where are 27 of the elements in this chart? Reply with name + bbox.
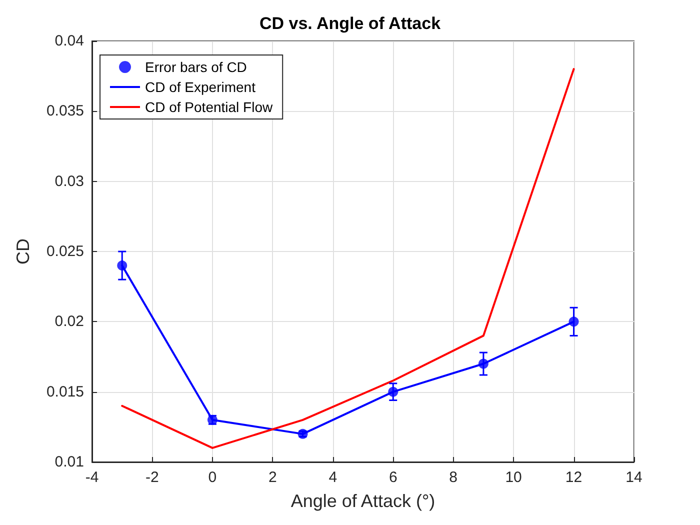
point bbox=[568, 316, 579, 327]
x-tick-label: 12 bbox=[565, 469, 582, 486]
y-tick-label: 0.03 bbox=[54, 172, 84, 190]
y-axis-title: CD bbox=[13, 238, 33, 264]
point bbox=[388, 386, 398, 397]
x-tick-label: 0 bbox=[208, 469, 217, 486]
point bbox=[478, 358, 488, 369]
chart-title: CD vs. Angle of Attack bbox=[259, 14, 442, 33]
y-tick-label: 0.035 bbox=[46, 102, 84, 120]
y-tick-label: 0.015 bbox=[46, 383, 84, 400]
legend-label: Error bars of CD bbox=[145, 59, 247, 75]
y-tick-label: 0.01 bbox=[54, 454, 84, 470]
x-tick-label: 2 bbox=[268, 469, 277, 486]
x-axis-title: Angle of Attack (°) bbox=[290, 491, 436, 511]
y-tick-label: 0.04 bbox=[54, 32, 84, 50]
y-tick-label: 0.025 bbox=[46, 243, 84, 260]
x-tick-label: -2 bbox=[146, 469, 159, 486]
x-tick-label: 10 bbox=[505, 469, 522, 486]
legend-label: CD of Potential Flow bbox=[145, 99, 274, 115]
x-tick-label: 4 bbox=[328, 469, 338, 486]
legend-label: CD of Experiment bbox=[145, 79, 256, 95]
x-tick-label: 14 bbox=[626, 469, 642, 486]
x-tick-label: 8 bbox=[449, 469, 458, 486]
x-tick-label: 6 bbox=[388, 469, 398, 486]
y-tick-label: 0.02 bbox=[54, 313, 84, 330]
x-tick-label: -4 bbox=[85, 469, 99, 486]
point bbox=[117, 260, 128, 271]
